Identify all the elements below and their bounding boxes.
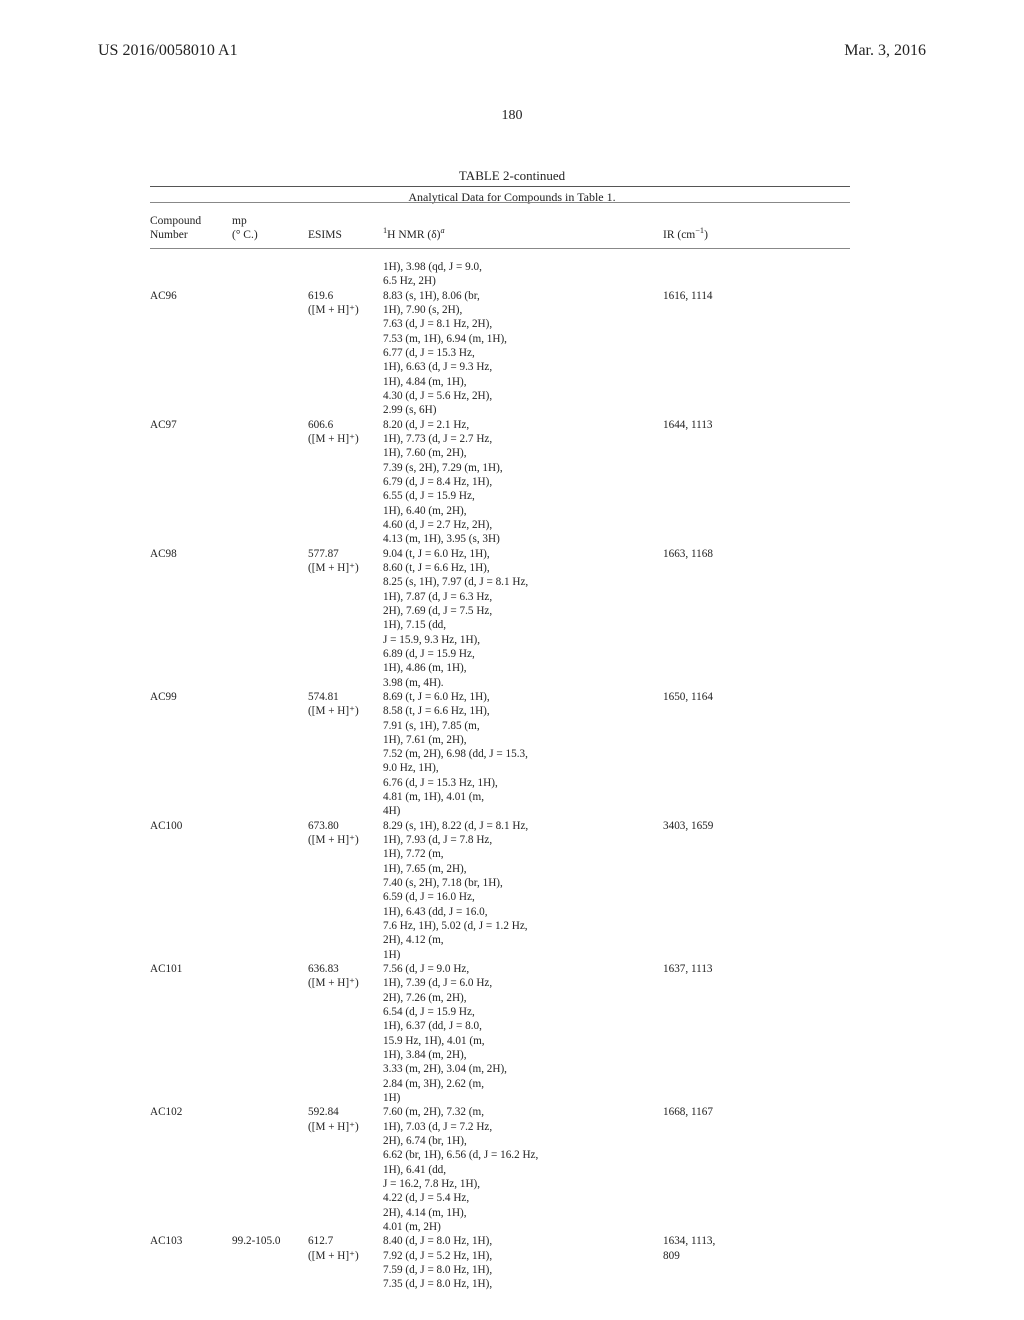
compound-number: AC96: [150, 289, 232, 303]
nmr-value: 8.29 (s, 1H), 8.22 (d, J = 8.1 Hz, 1H), …: [383, 819, 663, 962]
ir-value: 1634, 1113, 809: [663, 1234, 773, 1263]
compound-number: AC97: [150, 418, 232, 432]
compound-number: AC101: [150, 962, 232, 976]
nmr-value: 8.83 (s, 1H), 8.06 (br, 1H), 7.90 (s, 2H…: [383, 289, 663, 418]
esims-value: 574.81 ([M + H]⁺): [308, 690, 383, 719]
table-row: AC100 673.80 ([M + H]⁺)8.29 (s, 1H), 8.22…: [150, 819, 850, 962]
colhdr-mp-1: mp: [232, 214, 308, 228]
ir-value: 1650, 1164: [663, 690, 773, 704]
colhdr-ir-2: IR (cm−1): [663, 228, 773, 242]
colhdr-compound-2: Number: [150, 228, 232, 242]
colhdr-mp-2: (° C.): [232, 228, 308, 242]
colhdr-ir-1: [663, 214, 773, 228]
compound-number: AC99: [150, 690, 232, 704]
esims-value: 612.7 ([M + H]⁺): [308, 1234, 383, 1263]
table-row: AC97 606.6 ([M + H]⁺)8.20 (d, J = 2.1 Hz,…: [150, 418, 850, 547]
colhdr-esims-2: ESIMS: [308, 228, 383, 242]
table-title: TABLE 2-continued: [0, 168, 1024, 184]
colhdr-nmr-1: [383, 214, 663, 228]
table-row: AC102 592.84 ([M + H]⁺)7.60 (m, 2H), 7.32…: [150, 1105, 850, 1234]
esims-value: 606.6 ([M + H]⁺): [308, 418, 383, 447]
compound-number: AC103: [150, 1234, 232, 1248]
publication-number: US 2016/0058010 A1: [98, 42, 238, 60]
compound-number: AC100: [150, 819, 232, 833]
column-headers: Compound mp Number (° C.) ESIMS 1H NMR (…: [150, 214, 850, 243]
publication-date: Mar. 3, 2016: [844, 42, 926, 60]
esims-value: 592.84 ([M + H]⁺): [308, 1105, 383, 1134]
compound-number: AC98: [150, 547, 232, 561]
table-row: AC99 574.81 ([M + H]⁺)8.69 (t, J = 6.0 Hz…: [150, 690, 850, 819]
esims-value: 577.87 ([M + H]⁺): [308, 547, 383, 576]
colhdr-compound-1: Compound: [150, 214, 232, 228]
ir-value: 1668, 1167: [663, 1105, 773, 1119]
ir-value: 1616, 1114: [663, 289, 773, 303]
colhdr-nmr-2: 1H NMR (δ)a: [383, 228, 663, 242]
table-body: 1H), 3.98 (qd, J = 9.0, 6.5 Hz, 2H) AC96…: [150, 260, 850, 1292]
esims-value: 673.80 ([M + H]⁺): [308, 819, 383, 848]
esims-value: 619.6 ([M + H]⁺): [308, 289, 383, 318]
table-row: AC101 636.83 ([M + H]⁺)7.56 (d, J = 9.0 H…: [150, 962, 850, 1105]
compound-number: AC102: [150, 1105, 232, 1119]
table-row: AC10399.2-105.0612.7 ([M + H]⁺)8.40 (d, …: [150, 1234, 850, 1291]
mp-value: 99.2-105.0: [232, 1234, 308, 1248]
nmr-value: 7.60 (m, 2H), 7.32 (m, 1H), 7.03 (d, J =…: [383, 1105, 663, 1234]
ir-value: 1663, 1168: [663, 547, 773, 561]
table-rule-top: [150, 186, 850, 187]
table-row: AC98 577.87 ([M + H]⁺)9.04 (t, J = 6.0 Hz…: [150, 547, 850, 690]
esims-value: 636.83 ([M + H]⁺): [308, 962, 383, 991]
nmr-value: 8.69 (t, J = 6.0 Hz, 1H), 8.58 (t, J = 6…: [383, 690, 663, 819]
ir-value: 1644, 1113: [663, 418, 773, 432]
ir-value: 1637, 1113: [663, 962, 773, 976]
table-rule-header: [150, 248, 850, 249]
colhdr-esims-1: [308, 214, 383, 228]
table-row: AC96 619.6 ([M + H]⁺)8.83 (s, 1H), 8.06 (…: [150, 289, 850, 418]
table-row-pre: 1H), 3.98 (qd, J = 9.0, 6.5 Hz, 2H): [150, 260, 850, 289]
nmr-value: 8.40 (d, J = 8.0 Hz, 1H), 7.92 (d, J = 5…: [383, 1234, 663, 1291]
nmr-value: 9.04 (t, J = 6.0 Hz, 1H), 8.60 (t, J = 6…: [383, 547, 663, 690]
nmr-value: 7.56 (d, J = 9.0 Hz, 1H), 7.39 (d, J = 6…: [383, 962, 663, 1105]
table-rule-sub: [150, 202, 850, 203]
nmr-value: 8.20 (d, J = 2.1 Hz, 1H), 7.73 (d, J = 2…: [383, 418, 663, 547]
ir-value: 3403, 1659: [663, 819, 773, 833]
page-number: 180: [0, 108, 1024, 124]
nmr-continuation: 1H), 3.98 (qd, J = 9.0, 6.5 Hz, 2H): [383, 260, 663, 289]
